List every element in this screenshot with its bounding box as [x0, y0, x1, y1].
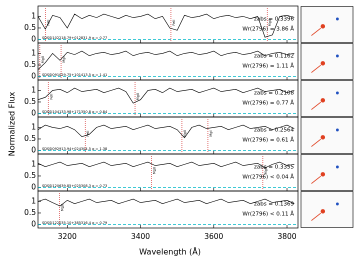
sightline: SDSSJ092913.94+024304.5 ρ = 1.38 [42, 147, 107, 151]
y-tick-label: 1 [31, 122, 36, 131]
thumb-qso [336, 91, 339, 95]
y-axis-label: Normalized Flux [8, 91, 17, 156]
thumb-qso [336, 54, 339, 58]
line-label: FeII [46, 20, 50, 26]
spectrum [37, 13, 295, 38]
equivalent-width: Wr(2796) = 3.86 Å [242, 25, 294, 32]
line-label: MgII [264, 167, 268, 174]
thumb-qso [336, 128, 339, 132]
spectrum [37, 198, 295, 207]
y-tick-label: 0.5 [24, 208, 36, 217]
sightline: SDSSJ104133.98+171350.8 ρ = 0.84 [42, 110, 108, 114]
equivalent-width: Wr(2796) = 0.77 Å [242, 99, 294, 106]
redshift: zabs = 0.1162 [254, 53, 294, 59]
thumb-galaxy [320, 135, 326, 140]
thumb-qso [336, 17, 339, 21]
thumbnail [300, 191, 354, 228]
y-tick-label: 0.5 [24, 97, 36, 106]
y-tick-label: 0 [31, 72, 36, 81]
thumb-galaxy [320, 24, 326, 29]
line-label: MgII [153, 167, 157, 174]
equivalent-width: Wr(2796) = 1.11 Å [242, 62, 294, 69]
sightline: SDSSJ120639.85+025308.3 ρ = 0.73 [42, 184, 107, 188]
thumb-qso [336, 165, 339, 169]
line-label: FeII [172, 20, 176, 26]
y-tick-label: 0.5 [24, 134, 36, 143]
line-label: MgI [209, 131, 213, 137]
x-axis-label: Wavelength (Å) [139, 246, 201, 257]
thumb-arrow [311, 175, 322, 184]
sightline: SDSSJ102218.79+012831.9 ρ = 0.77 [42, 36, 107, 40]
equivalent-width: Wr(2796) = 0.61 Å [242, 136, 294, 143]
y-tick-label: 0.5 [24, 23, 36, 32]
x-tick-label: 3400 [131, 232, 150, 241]
sightline: SDSSJ122035.10+385316.4 ρ = 0.79 [42, 221, 107, 225]
line-label: FeII [86, 131, 90, 137]
y-tick-label: 1 [31, 196, 36, 205]
y-tick-label: 0 [31, 220, 36, 229]
line-label: MgII [183, 130, 187, 137]
redshift: zabs = 0.3396 [254, 16, 294, 22]
thumbnail [300, 154, 354, 191]
redshift: zabs = 0.1369 [254, 201, 294, 207]
y-tick-label: 0 [31, 146, 36, 155]
y-tick-label: 1 [31, 85, 36, 94]
thumbnail [300, 80, 354, 117]
spectrum [37, 124, 295, 139]
redshift: zabs = 0.2108 [254, 90, 294, 96]
y-tick-label: 1 [31, 48, 36, 57]
thumbnail [300, 117, 354, 154]
line-label: MgII [41, 56, 45, 63]
sightline: SDSSJ091029.75+101413.5 ρ = 1.41 [42, 73, 107, 77]
line-label: FeII [49, 94, 53, 100]
y-tick-label: 1 [31, 159, 36, 168]
x-tick-label: 3800 [277, 232, 296, 241]
thumb-arrow [311, 138, 322, 147]
panel-frame [37, 190, 299, 229]
line-label: MgII [136, 93, 140, 100]
thumb-arrow [311, 101, 322, 110]
spectrum [37, 50, 295, 70]
equivalent-width: Wr(2796) < 0.04 Å [242, 173, 294, 180]
thumb-arrow [311, 212, 322, 221]
thumb-arrow [311, 27, 322, 36]
line-label: MgII [61, 204, 65, 211]
y-tick-label: 0 [31, 35, 36, 44]
thumb-arrow [311, 64, 322, 73]
thumb-galaxy [320, 209, 326, 214]
thumb-galaxy [320, 172, 326, 177]
y-tick-label: 0.5 [24, 60, 36, 69]
redshift: zabs = 0.2564 [254, 127, 294, 133]
spectrum [37, 87, 295, 104]
thumbnail [300, 43, 354, 80]
thumb-galaxy [320, 98, 326, 103]
x-tick-label: 3200 [58, 232, 77, 241]
equivalent-width: Wr(2796) < 0.11 Å [242, 210, 294, 217]
spectrum [37, 161, 295, 169]
thumb-galaxy [320, 61, 326, 66]
y-tick-label: 0 [31, 109, 36, 118]
thumb-qso [336, 202, 339, 206]
line-label: MgI [62, 57, 66, 63]
x-tick-label: 3600 [204, 232, 223, 241]
redshift: zabs = 0.3355 [254, 164, 294, 170]
y-tick-label: 1 [31, 11, 36, 20]
y-tick-label: 0 [31, 183, 36, 192]
y-tick-label: 0.5 [24, 171, 36, 180]
line-label: MgII [268, 19, 272, 26]
thumbnail [300, 6, 354, 43]
